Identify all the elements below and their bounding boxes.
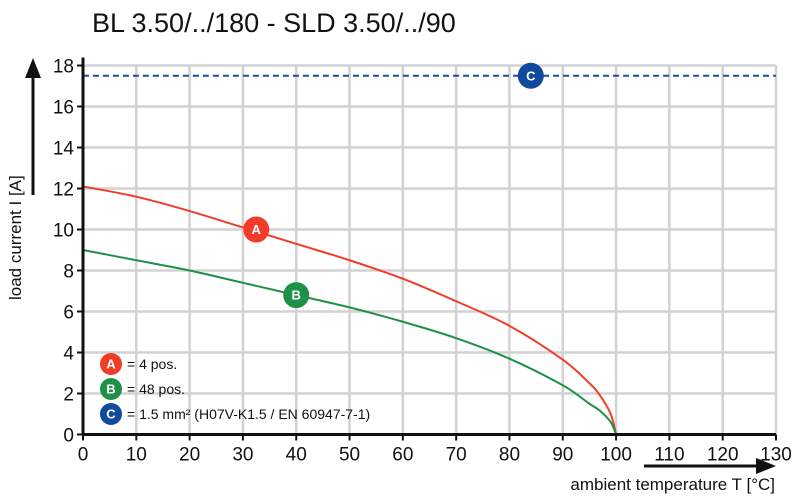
y-tick-label: 12 (53, 180, 74, 201)
x-tick-label: 130 (760, 445, 792, 466)
y-tick-label: 18 (53, 57, 74, 78)
y-tick-label: 6 (63, 303, 74, 324)
x-tick-label: 90 (552, 445, 573, 466)
x-arrow-head (756, 458, 776, 474)
grid (83, 64, 778, 435)
y-axis-label: load current I [A] (6, 175, 25, 300)
x-tick-label: 40 (286, 445, 307, 466)
series-lines (82, 74, 776, 435)
x-tick-label: 0 (78, 445, 89, 466)
x-tick-label: 10 (126, 445, 147, 466)
chart-title: BL 3.50/../180 - SLD 3.50/../90 (92, 8, 456, 38)
x-tick-label: 20 (179, 445, 200, 466)
x-tick-label: 100 (600, 445, 632, 466)
x-tick-label: 80 (499, 445, 520, 466)
y-tick-label: 4 (63, 344, 74, 365)
x-axis-label: ambient temperature T [°C] (570, 475, 775, 494)
marker-a-circle (243, 216, 270, 243)
y-tick-label: 16 (53, 98, 74, 119)
legend-text-c: = 1.5 mm² (H07V-K1.5 / EN 60947-7-1) (127, 406, 370, 422)
y-tick-label: 10 (53, 221, 74, 242)
tick-labels: 0 10 20 30 40 50 60 70 80 90 100 110 120 130 0 2 4 6 8 10 12… (53, 57, 792, 466)
marker-b-circle (283, 282, 310, 309)
marker-a-letter: A (252, 222, 262, 237)
legend-badge-c-circle (100, 403, 122, 425)
legend-text-a: = 4 pos. (127, 356, 177, 372)
y-tick-label: 0 (63, 426, 74, 447)
x-tick-label: 110 (654, 445, 684, 466)
x-tick-label: 60 (392, 445, 413, 466)
series-line-b (82, 249, 618, 435)
y-tick-label: 2 (63, 385, 74, 406)
marker-b-letter: B (292, 288, 301, 303)
legend-badge-b-circle (100, 378, 122, 400)
series-line-a (82, 185, 618, 435)
marker-c-letter: C (526, 68, 536, 83)
curve-markers: A B C (243, 62, 544, 309)
y-tick-label: 8 (63, 262, 74, 283)
legend-badge-c-letter: C (106, 407, 116, 422)
legend-text-b: = 48 pos. (127, 381, 185, 397)
x-tick-label: 120 (707, 445, 739, 466)
x-tick-label: 30 (232, 445, 253, 466)
legend: A = 4 pos. B = 48 pos. C = 1.5 mm² (H07V-K1.5… (100, 353, 370, 425)
x-tick-label: 70 (446, 445, 467, 466)
x-tick-label: 50 (339, 445, 360, 466)
legend-badge-a-circle (100, 353, 122, 375)
y-tick-label: 14 (53, 139, 75, 160)
legend-badge-b-letter: B (106, 382, 115, 397)
legend-badge-a-letter: A (106, 357, 116, 372)
marker-c-circle (517, 62, 544, 89)
axes (25, 57, 777, 474)
y-arrow-head (25, 58, 41, 78)
